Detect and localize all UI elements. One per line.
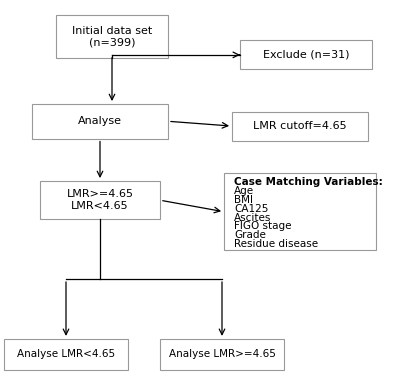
Text: Residue disease: Residue disease [234, 239, 318, 249]
Text: LMR>=4.65
LMR<4.65: LMR>=4.65 LMR<4.65 [66, 189, 134, 211]
Text: BMI: BMI [234, 195, 253, 205]
Text: Case Matching Variables:: Case Matching Variables: [234, 177, 383, 187]
Text: Age: Age [234, 186, 254, 196]
Text: CA125: CA125 [234, 204, 268, 214]
FancyBboxPatch shape [32, 104, 168, 139]
FancyBboxPatch shape [160, 339, 284, 370]
Text: Ascites: Ascites [234, 213, 271, 223]
FancyBboxPatch shape [232, 112, 368, 141]
Text: FIGO stage: FIGO stage [234, 221, 292, 231]
Text: Initial data set
(n=399): Initial data set (n=399) [72, 26, 152, 47]
Text: Grade: Grade [234, 230, 266, 240]
Text: Analyse LMR<4.65: Analyse LMR<4.65 [17, 349, 115, 359]
Text: LMR cutoff=4.65: LMR cutoff=4.65 [253, 121, 347, 131]
Text: Analyse LMR>=4.65: Analyse LMR>=4.65 [168, 349, 276, 359]
FancyBboxPatch shape [4, 339, 128, 370]
FancyBboxPatch shape [40, 181, 160, 219]
FancyBboxPatch shape [240, 40, 372, 69]
Text: Exclude (n=31): Exclude (n=31) [263, 50, 349, 60]
Text: Analyse: Analyse [78, 116, 122, 126]
FancyBboxPatch shape [224, 173, 376, 250]
FancyBboxPatch shape [56, 15, 168, 58]
